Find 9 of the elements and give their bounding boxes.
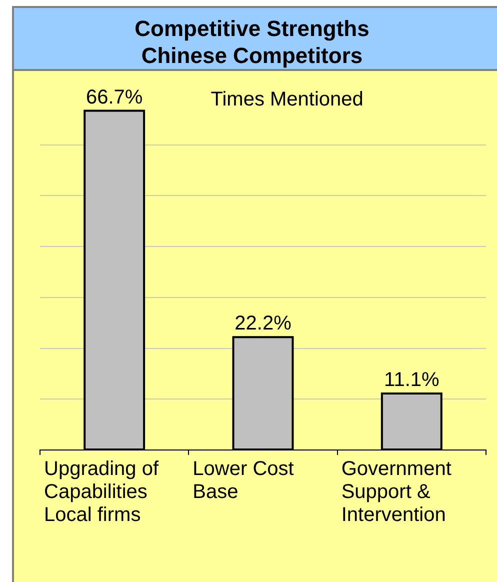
text: Times Mentioned — [210, 88, 364, 111]
data-label: 66.7% — [86, 86, 143, 108]
x-tick-label: Lower Cost Base — [192, 458, 294, 504]
x-tick-label: Upgrading of Capabilities Local firms — [44, 458, 159, 526]
chart-title: Competitive Strengths — [134, 15, 370, 42]
chart-subtitle: Chinese Competitors — [140, 42, 364, 69]
data-label: 22.2% — [234, 312, 292, 335]
data-label: 11.1% — [384, 369, 440, 392]
x-tick-label: Government Support & Intervention — [341, 458, 452, 526]
